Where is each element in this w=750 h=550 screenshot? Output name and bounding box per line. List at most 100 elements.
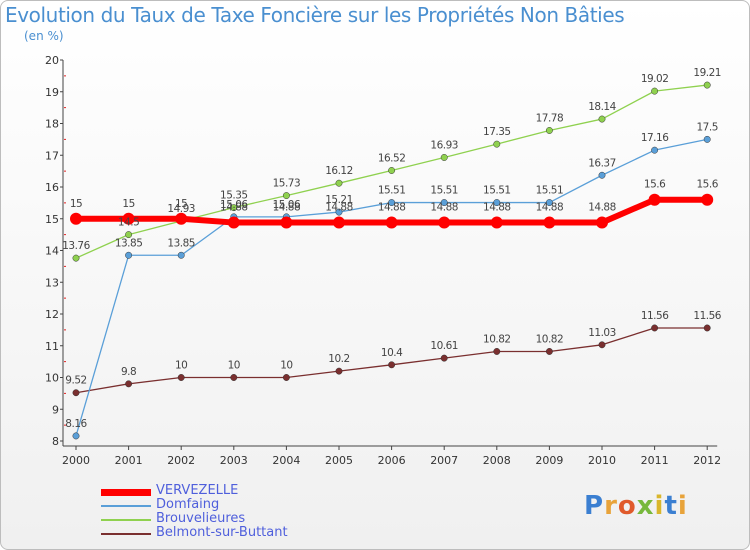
data-point [335,179,343,187]
data-point [703,135,711,143]
data-label: 17.5 [697,121,718,133]
legend-label: VERVEZELLE [156,483,239,498]
data-label: 15.35 [220,190,248,202]
y-tick-label: 8 [52,435,59,448]
data-label: 9.52 [65,375,86,387]
x-tick-label: 2002 [167,454,195,467]
data-point [388,199,396,207]
data-point [438,216,451,229]
data-label: 14.88 [378,202,406,214]
data-point [282,192,290,200]
data-point [72,432,80,440]
data-label: 13.76 [62,240,90,252]
data-point [388,167,396,174]
data-label: 10.2 [328,353,349,365]
data-label: 15.21 [325,194,353,206]
data-label: 14.88 [273,202,301,214]
x-tick-label: 2011 [641,454,669,467]
data-point [651,146,659,154]
data-point [125,231,133,239]
data-label: 10.4 [381,347,403,359]
x-tick-label: 2009 [535,454,563,467]
legend-label: Belmont-sur-Buttant [156,525,288,540]
data-point [177,251,185,259]
chart-title: Evolution du Taux de Taxe Foncière sur l… [5,3,625,27]
y-tick-label: 10 [45,372,59,385]
series-layer [70,81,714,440]
y-tick-label: 20 [45,54,59,67]
data-label: 17.16 [641,132,669,144]
data-point [493,199,501,207]
data-label: 15.51 [536,185,564,197]
y-tick-label: 15 [45,213,59,226]
y-tick-label: 19 [45,86,59,99]
data-point [388,361,396,369]
y-tick-label: 13 [45,276,59,289]
y-tick-label: 17 [45,149,59,162]
data-label: 10 [228,360,240,372]
data-label: 13.85 [167,237,195,249]
data-point [493,348,501,355]
data-label: 16.93 [430,139,458,151]
data-point [230,374,238,381]
data-labels-layer: 15 15 15 14.88 14.88 14.88 14.88 14.88 14.88 14.8… [62,67,722,430]
legend-swatch [101,505,151,507]
logo-letter: i [654,491,665,521]
data-point [175,212,188,225]
data-label: 8.16 [65,418,87,430]
data-point [545,199,553,207]
data-label: 15.6 [697,179,719,191]
data-label: 15.6 [644,179,666,191]
data-point [701,193,714,206]
data-label: 18.14 [588,101,616,113]
data-point [598,171,606,179]
data-point [72,389,80,397]
logo-letter: r [604,491,618,521]
data-point [230,204,238,212]
data-point [227,216,240,229]
data-point [125,251,133,259]
legend-label: Domfaing [156,497,220,512]
data-label: 15.06 [273,199,301,211]
data-label: 14.93 [167,203,195,215]
data-label: 16.52 [378,152,406,164]
logo-letter: i [677,491,688,521]
legend-swatch [101,533,151,535]
legend-swatch [101,488,151,496]
x-tick-label: 2000 [62,454,90,467]
logo-letter: o [617,491,637,521]
data-label: 14.5 [118,217,139,229]
data-label: 14.88 [325,202,353,214]
data-point [703,324,711,332]
data-label: 16.37 [588,157,616,169]
data-point [543,216,556,229]
data-label: 10.82 [483,333,511,345]
data-point [72,254,80,262]
y-tick-label: 16 [45,181,59,194]
chart-subtitle: (en %) [24,29,64,43]
data-label: 19.21 [693,67,721,79]
data-point [122,212,135,225]
data-point [440,354,448,362]
x-tick-label: 2003 [220,454,248,467]
data-label: 15 [70,198,82,210]
data-point [335,367,343,375]
chart-axes: 8 9 10 11 12 13 14 15 16 17 18 19 20 2000 2001 2002 2003… [45,54,721,467]
x-tick-label: 2004 [272,454,300,467]
data-label: 15.73 [273,178,301,190]
x-tick-label: 2012 [693,454,721,467]
data-label: 11.56 [641,310,669,322]
data-point [490,216,503,229]
data-point [651,324,659,332]
data-label: 19.02 [641,73,669,85]
data-point [333,216,345,229]
data-label: 14.88 [430,202,458,214]
data-label: 15 [122,198,134,210]
y-tick-label: 12 [45,308,59,321]
data-label: 10.82 [536,333,564,345]
y-tick-label: 9 [52,403,59,416]
data-point [280,216,293,229]
data-label: 15.51 [430,185,458,197]
